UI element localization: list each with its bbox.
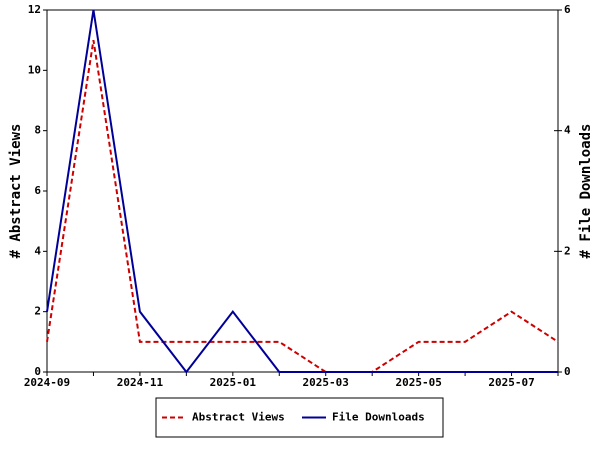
plot-frame	[46, 9, 559, 373]
series-line	[46, 9, 558, 374]
y-tick-label: 12	[28, 3, 41, 16]
x-tick-label: 2025-05	[395, 376, 441, 389]
y-tick-label: 6	[34, 184, 41, 197]
y-tick-label: 2	[34, 305, 41, 318]
legend	[155, 397, 444, 438]
y-tick-label: 0	[34, 365, 41, 378]
x-tick-label: 2024-09	[24, 376, 70, 389]
y2-tick-label: 2	[564, 244, 571, 257]
x-tick-label: 2025-01	[210, 376, 257, 389]
y-tick-label: 4	[34, 244, 41, 257]
y-axis-label: # Abstract Views	[8, 124, 24, 259]
legend-label: Abstract Views	[192, 411, 285, 424]
x-tick-label: 2025-07	[488, 376, 534, 389]
x-tick-label: 2025-03	[303, 376, 349, 389]
y-tick-label: 8	[34, 124, 41, 137]
y-tick-label: 10	[28, 63, 41, 76]
y2-tick-label: 4	[564, 124, 571, 137]
y2-tick-label: 0	[564, 365, 571, 378]
y2-tick-label: 6	[564, 3, 571, 16]
x-tick-label: 2024-11	[117, 376, 164, 389]
y2-axis-label: # File Downloads	[578, 124, 594, 259]
series-line	[46, 40, 559, 373]
legend-label: File Downloads	[332, 411, 425, 424]
